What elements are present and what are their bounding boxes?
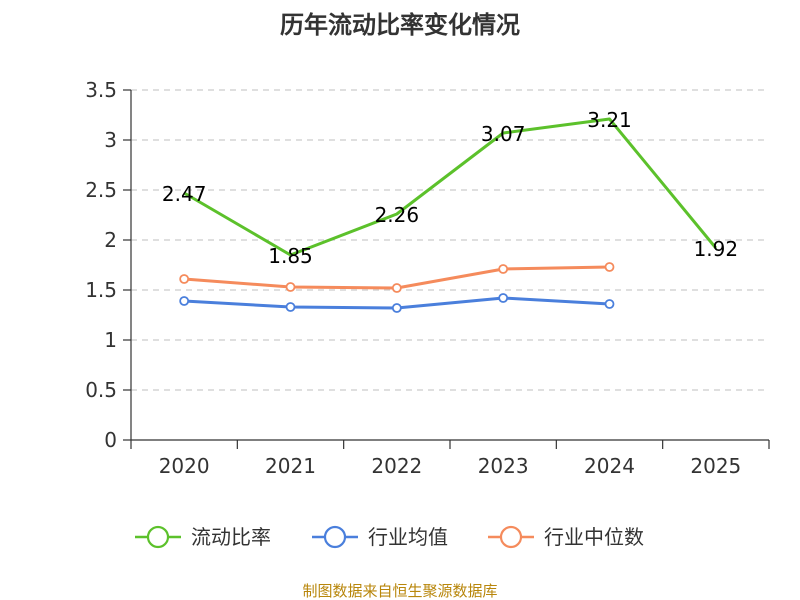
x-tick-label: 2024 <box>584 454 635 478</box>
legend[interactable]: 流动比率 行业均值 行业中位数 <box>135 525 644 549</box>
data-label: 2.47 <box>162 182 207 206</box>
series-point[interactable] <box>604 262 615 272</box>
x-tick-label: 2023 <box>478 454 529 478</box>
legend-item-2[interactable]: 行业中位数 <box>488 525 644 549</box>
legend-item-0[interactable]: 流动比率 <box>135 525 271 549</box>
y-tick-label: 2.5 <box>85 178 117 202</box>
y-tick-label: 0.5 <box>85 378 117 402</box>
legend-label: 行业中位数 <box>544 525 644 549</box>
series-point[interactable] <box>391 283 402 293</box>
axes: 0 0.5 1 1.5 2 2.5 3 3.5 2020 2021 2022 2023 2024 2025 <box>85 78 770 478</box>
legend-marker <box>146 525 170 549</box>
x-tick-label: 2020 <box>159 454 210 478</box>
x-tick-label: 2025 <box>690 454 741 478</box>
y-tick-label: 0 <box>104 428 117 452</box>
chart-title: 历年流动比率变化情况 <box>280 11 520 39</box>
legend-label: 流动比率 <box>191 525 271 549</box>
legend-item-1[interactable]: 行业均值 <box>312 525 448 549</box>
y-tick-label: 3.5 <box>85 78 117 102</box>
data-label: 3.07 <box>481 122 526 146</box>
data-label: 2.26 <box>375 203 420 227</box>
series-line-0 <box>183 117 717 257</box>
series-point[interactable] <box>391 303 402 313</box>
y-tick-label: 1 <box>104 328 117 352</box>
series-point[interactable] <box>285 302 296 312</box>
y-tick-label: 1.5 <box>85 278 117 302</box>
series-point[interactable] <box>179 296 190 306</box>
series-point[interactable] <box>498 293 509 303</box>
x-tick-label: 2022 <box>371 454 422 478</box>
y-tick-label: 3 <box>104 128 117 152</box>
legend-marker <box>499 525 523 549</box>
series-layer <box>179 117 717 313</box>
y-tick-label: 2 <box>104 228 117 252</box>
data-label: 3.21 <box>587 108 632 132</box>
series-point[interactable] <box>285 282 296 292</box>
series-point[interactable] <box>498 264 509 274</box>
data-label: 1.92 <box>694 237 739 261</box>
gridlines <box>131 89 769 391</box>
series-point[interactable] <box>604 299 615 309</box>
data-labels: 2.47 1.85 2.26 3.07 3.21 1.92 <box>162 108 738 268</box>
source-note: 制图数据来自恒生聚源数据库 <box>302 582 497 600</box>
legend-marker <box>323 525 347 549</box>
x-tick-label: 2021 <box>265 454 316 478</box>
legend-label: 行业均值 <box>368 525 448 549</box>
data-label: 1.85 <box>268 244 313 268</box>
series-point[interactable] <box>179 274 190 284</box>
